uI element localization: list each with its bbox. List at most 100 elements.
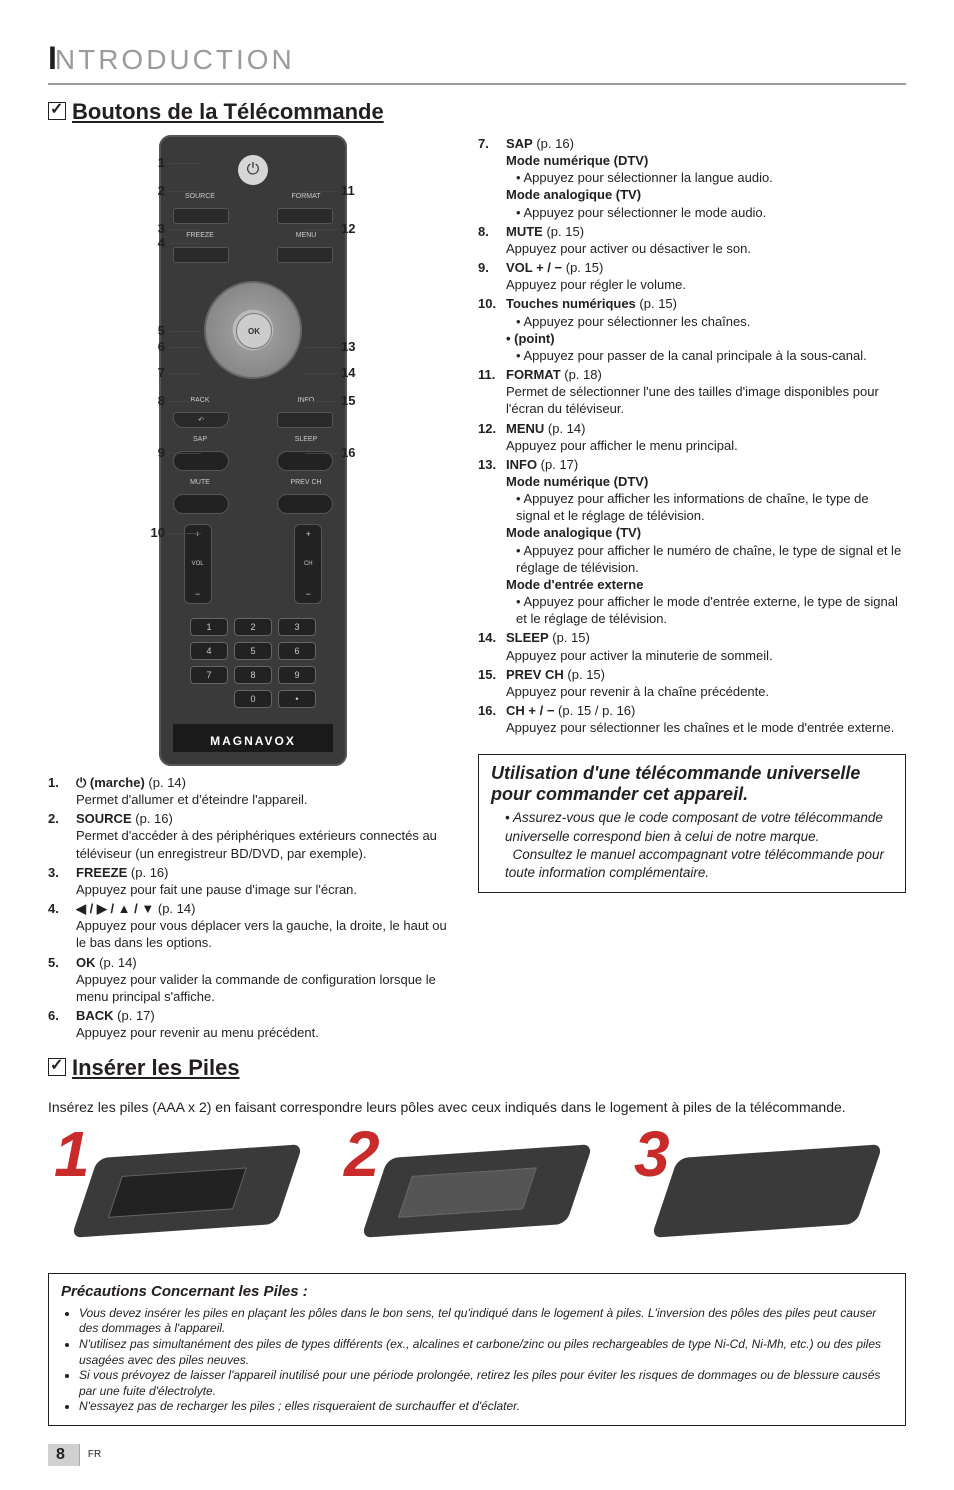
list-num: 4. [48, 900, 76, 951]
right-feature-list: 7.SAP (p. 16)Mode numérique (DTV)Appuyez… [478, 135, 906, 736]
callout-left: 10 [151, 525, 165, 540]
num-9: 9 [278, 666, 316, 684]
list-title: INFO (p. 17) [506, 456, 906, 473]
list-subheading: Mode numérique (DTV) [506, 152, 906, 169]
precaution-item: Vous devez insérer les piles en plaçant … [79, 1306, 893, 1337]
list-body: SLEEP (p. 15)Appuyez pour activer la min… [506, 629, 906, 663]
list-item: 14.SLEEP (p. 15)Appuyez pour activer la … [478, 629, 906, 663]
list-title: PREV CH (p. 15) [506, 666, 906, 683]
list-subline: Appuyez pour afficher le mode d'entrée e… [506, 593, 906, 627]
callout-right: 15 [341, 393, 355, 408]
precautions-box: Précautions Concernant les Piles : Vous … [48, 1273, 906, 1426]
list-body: MENU (p. 14)Appuyez pour afficher le men… [506, 420, 906, 454]
precaution-item: Si vous prévoyez de laisser l'appareil i… [79, 1368, 893, 1399]
list-body: VOL + / − (p. 15)Appuyez pour régler le … [506, 259, 906, 293]
format-button [277, 208, 333, 224]
step-num-2: 2 [344, 1117, 380, 1191]
power-button: ⏻ [238, 155, 268, 185]
list-subheading: Mode numérique (DTV) [506, 473, 906, 490]
list-title: VOL + / − (p. 15) [506, 259, 906, 276]
list-line: Appuyez pour activer la minuterie de som… [506, 647, 906, 664]
checkbox-icon [48, 102, 66, 120]
list-item: 3.FREEZE (p. 16)Appuyez pour fait une pa… [48, 864, 458, 898]
prevch-button [277, 494, 333, 514]
list-item: 9.VOL + / − (p. 15)Appuyez pour régler l… [478, 259, 906, 293]
list-body: FORMAT (p. 18)Permet de sélectionner l'u… [506, 366, 906, 417]
num-3: 3 [278, 618, 316, 636]
tip-box: Utilisation d'une télécommande universel… [478, 754, 906, 893]
list-subline: Appuyez pour afficher les informations d… [506, 490, 906, 524]
number-pad: 1 2 3 4 5 6 7 8 9 0 • [190, 618, 316, 708]
list-line: Appuyez pour afficher le menu principal. [506, 437, 906, 454]
list-num: 7. [478, 135, 506, 221]
page-footer: 8FR [48, 1444, 906, 1466]
label-prev: PREV CH [279, 479, 333, 486]
checkbox-icon [48, 1058, 66, 1076]
callout-right: 11 [341, 183, 355, 198]
list-item: 12.MENU (p. 14)Appuyez pour afficher le … [478, 420, 906, 454]
list-subline: Appuyez pour sélectionner la langue audi… [506, 169, 906, 186]
list-title: CH + / − (p. 15 / p. 16) [506, 702, 906, 719]
dpad: OK [198, 275, 308, 385]
label-sap: SAP [173, 436, 227, 443]
list-num: 10. [478, 295, 506, 364]
section1-title: Boutons de la Télécommande [72, 99, 384, 124]
list-body: SOURCE (p. 16)Permet d'accéder à des pér… [76, 810, 458, 861]
info-button [277, 412, 333, 428]
list-num: 1. [48, 774, 76, 808]
callout-left: 1 [158, 155, 165, 170]
list-num: 5. [48, 954, 76, 1005]
num-dot: • [278, 690, 316, 708]
list-num: 15. [478, 666, 506, 700]
ok-button: OK [236, 313, 272, 349]
list-line: Appuyez pour fait une pause d'image sur … [76, 881, 458, 898]
list-body: OK (p. 14)Appuyez pour valider la comman… [76, 954, 458, 1005]
freeze-button [173, 247, 229, 263]
list-title: SLEEP (p. 15) [506, 629, 906, 646]
menu-button [277, 247, 333, 263]
callout-left: 3 [158, 221, 165, 236]
label-source: SOURCE [173, 193, 227, 200]
step-num-1: 1 [54, 1117, 90, 1191]
list-body: ⏻ (marche) (p. 14)Permet d'allumer et d'… [76, 774, 458, 808]
vol-rocker: + VOL − [184, 524, 212, 604]
callout-right: 13 [341, 339, 355, 354]
mute-button [173, 494, 229, 514]
callout-left: 4 [158, 235, 165, 250]
list-title: Touches numériques (p. 15) [506, 295, 906, 312]
remote-back-illustration [361, 1144, 593, 1238]
list-subline: Appuyez pour sélectionner les chaînes. [506, 313, 906, 330]
list-title: ◀ / ▶ / ▲ / ▼ (p. 14) [76, 900, 458, 917]
left-feature-list: 1.⏻ (marche) (p. 14)Permet d'allumer et … [48, 774, 458, 1041]
list-item: 16.CH + / − (p. 15 / p. 16)Appuyez pour … [478, 702, 906, 736]
battery-steps: 1 2 3 [48, 1121, 906, 1261]
page-number: 8 [48, 1444, 80, 1466]
list-title: FREEZE (p. 16) [76, 864, 458, 881]
list-body: ◀ / ▶ / ▲ / ▼ (p. 14)Appuyez pour vous d… [76, 900, 458, 951]
callout-left: 8 [158, 393, 165, 408]
label-sleep: SLEEP [279, 436, 333, 443]
precaution-item: N'essayez pas de recharger les piles ; e… [79, 1399, 893, 1415]
list-num: 2. [48, 810, 76, 861]
list-title: MENU (p. 14) [506, 420, 906, 437]
ch-rocker: + CH − [294, 524, 322, 604]
list-title: BACK (p. 17) [76, 1007, 458, 1024]
list-item: 6.BACK (p. 17)Appuyez pour revenir au me… [48, 1007, 458, 1041]
list-title: ⏻ (marche) (p. 14) [76, 774, 458, 791]
insert-instruction: Insérez les piles (AAA x 2) en faisant c… [48, 1099, 906, 1115]
label-mute: MUTE [173, 479, 227, 486]
list-subline: Appuyez pour afficher le numéro de chaîn… [506, 542, 906, 576]
num-4: 4 [190, 642, 228, 660]
list-body: INFO (p. 17)Mode numérique (DTV)Appuyez … [506, 456, 906, 628]
section-insert-batteries: Insérer les Piles [48, 1055, 458, 1081]
list-line: Permet d'accéder à des périphériques ext… [76, 827, 458, 861]
list-item: 2.SOURCE (p. 16)Permet d'accéder à des p… [48, 810, 458, 861]
list-num: 11. [478, 366, 506, 417]
num-0: 0 [234, 690, 272, 708]
chapter-heading: INTRODUCTION [48, 40, 906, 85]
list-title: SAP (p. 16) [506, 135, 906, 152]
list-num: 16. [478, 702, 506, 736]
list-line: Permet d'allumer et d'éteindre l'apparei… [76, 791, 458, 808]
chapter-rest: NTRODUCTION [55, 44, 295, 75]
precaution-item: N'utilisez pas simultanément des piles d… [79, 1337, 893, 1368]
